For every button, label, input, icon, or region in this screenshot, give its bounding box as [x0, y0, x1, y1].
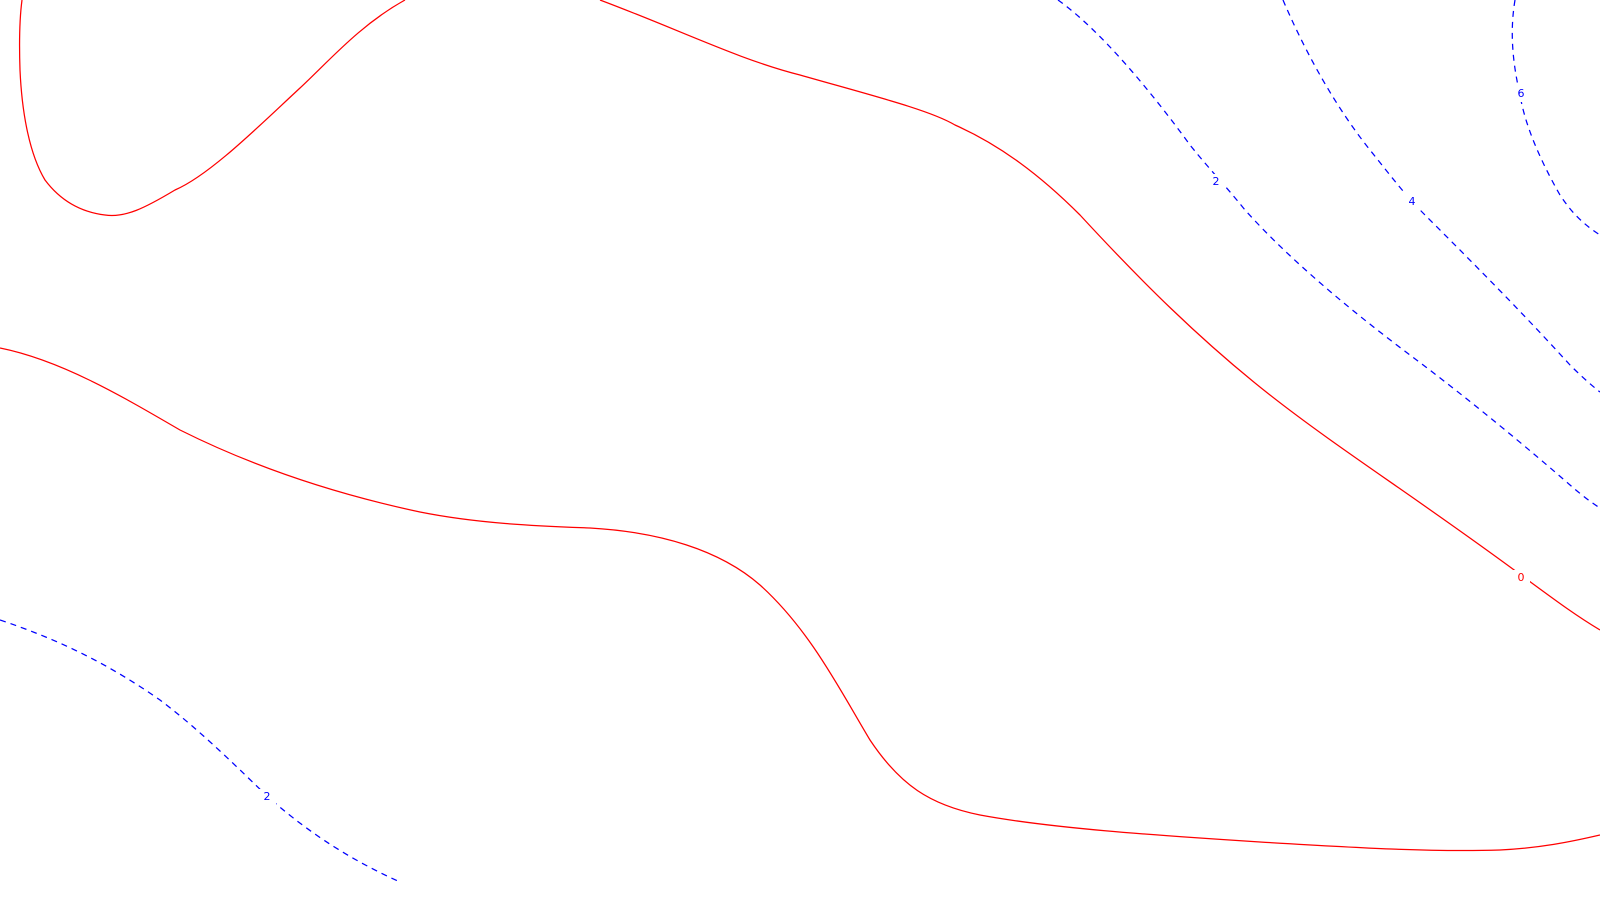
contour-label-level-6: 6: [1518, 87, 1525, 100]
contour-line-zero-b: [0, 347, 1600, 852]
label-backdrop: [258, 789, 276, 805]
contour-label-zero: 0: [1518, 571, 1525, 584]
contour-label-level-4: 4: [1409, 195, 1416, 208]
contour-line-level-6: [1511, 0, 1600, 236]
contour-line-level-2-upper-right: [1057, 0, 1600, 509]
contour-line-level-4: [1282, 0, 1600, 393]
contour-label-level-2-upper-right: 2: [1213, 175, 1220, 188]
contour-line-zero-a: [18, 0, 1600, 631]
label-backdrop: [1207, 174, 1225, 190]
label-backdrop: [1403, 194, 1421, 210]
label-backdrop: [1512, 570, 1530, 586]
contour-labels: 0 2 2 4 6: [258, 86, 1530, 805]
contour-label-level-2-lower-left: 2: [264, 790, 271, 803]
label-backdrop: [1512, 86, 1530, 102]
